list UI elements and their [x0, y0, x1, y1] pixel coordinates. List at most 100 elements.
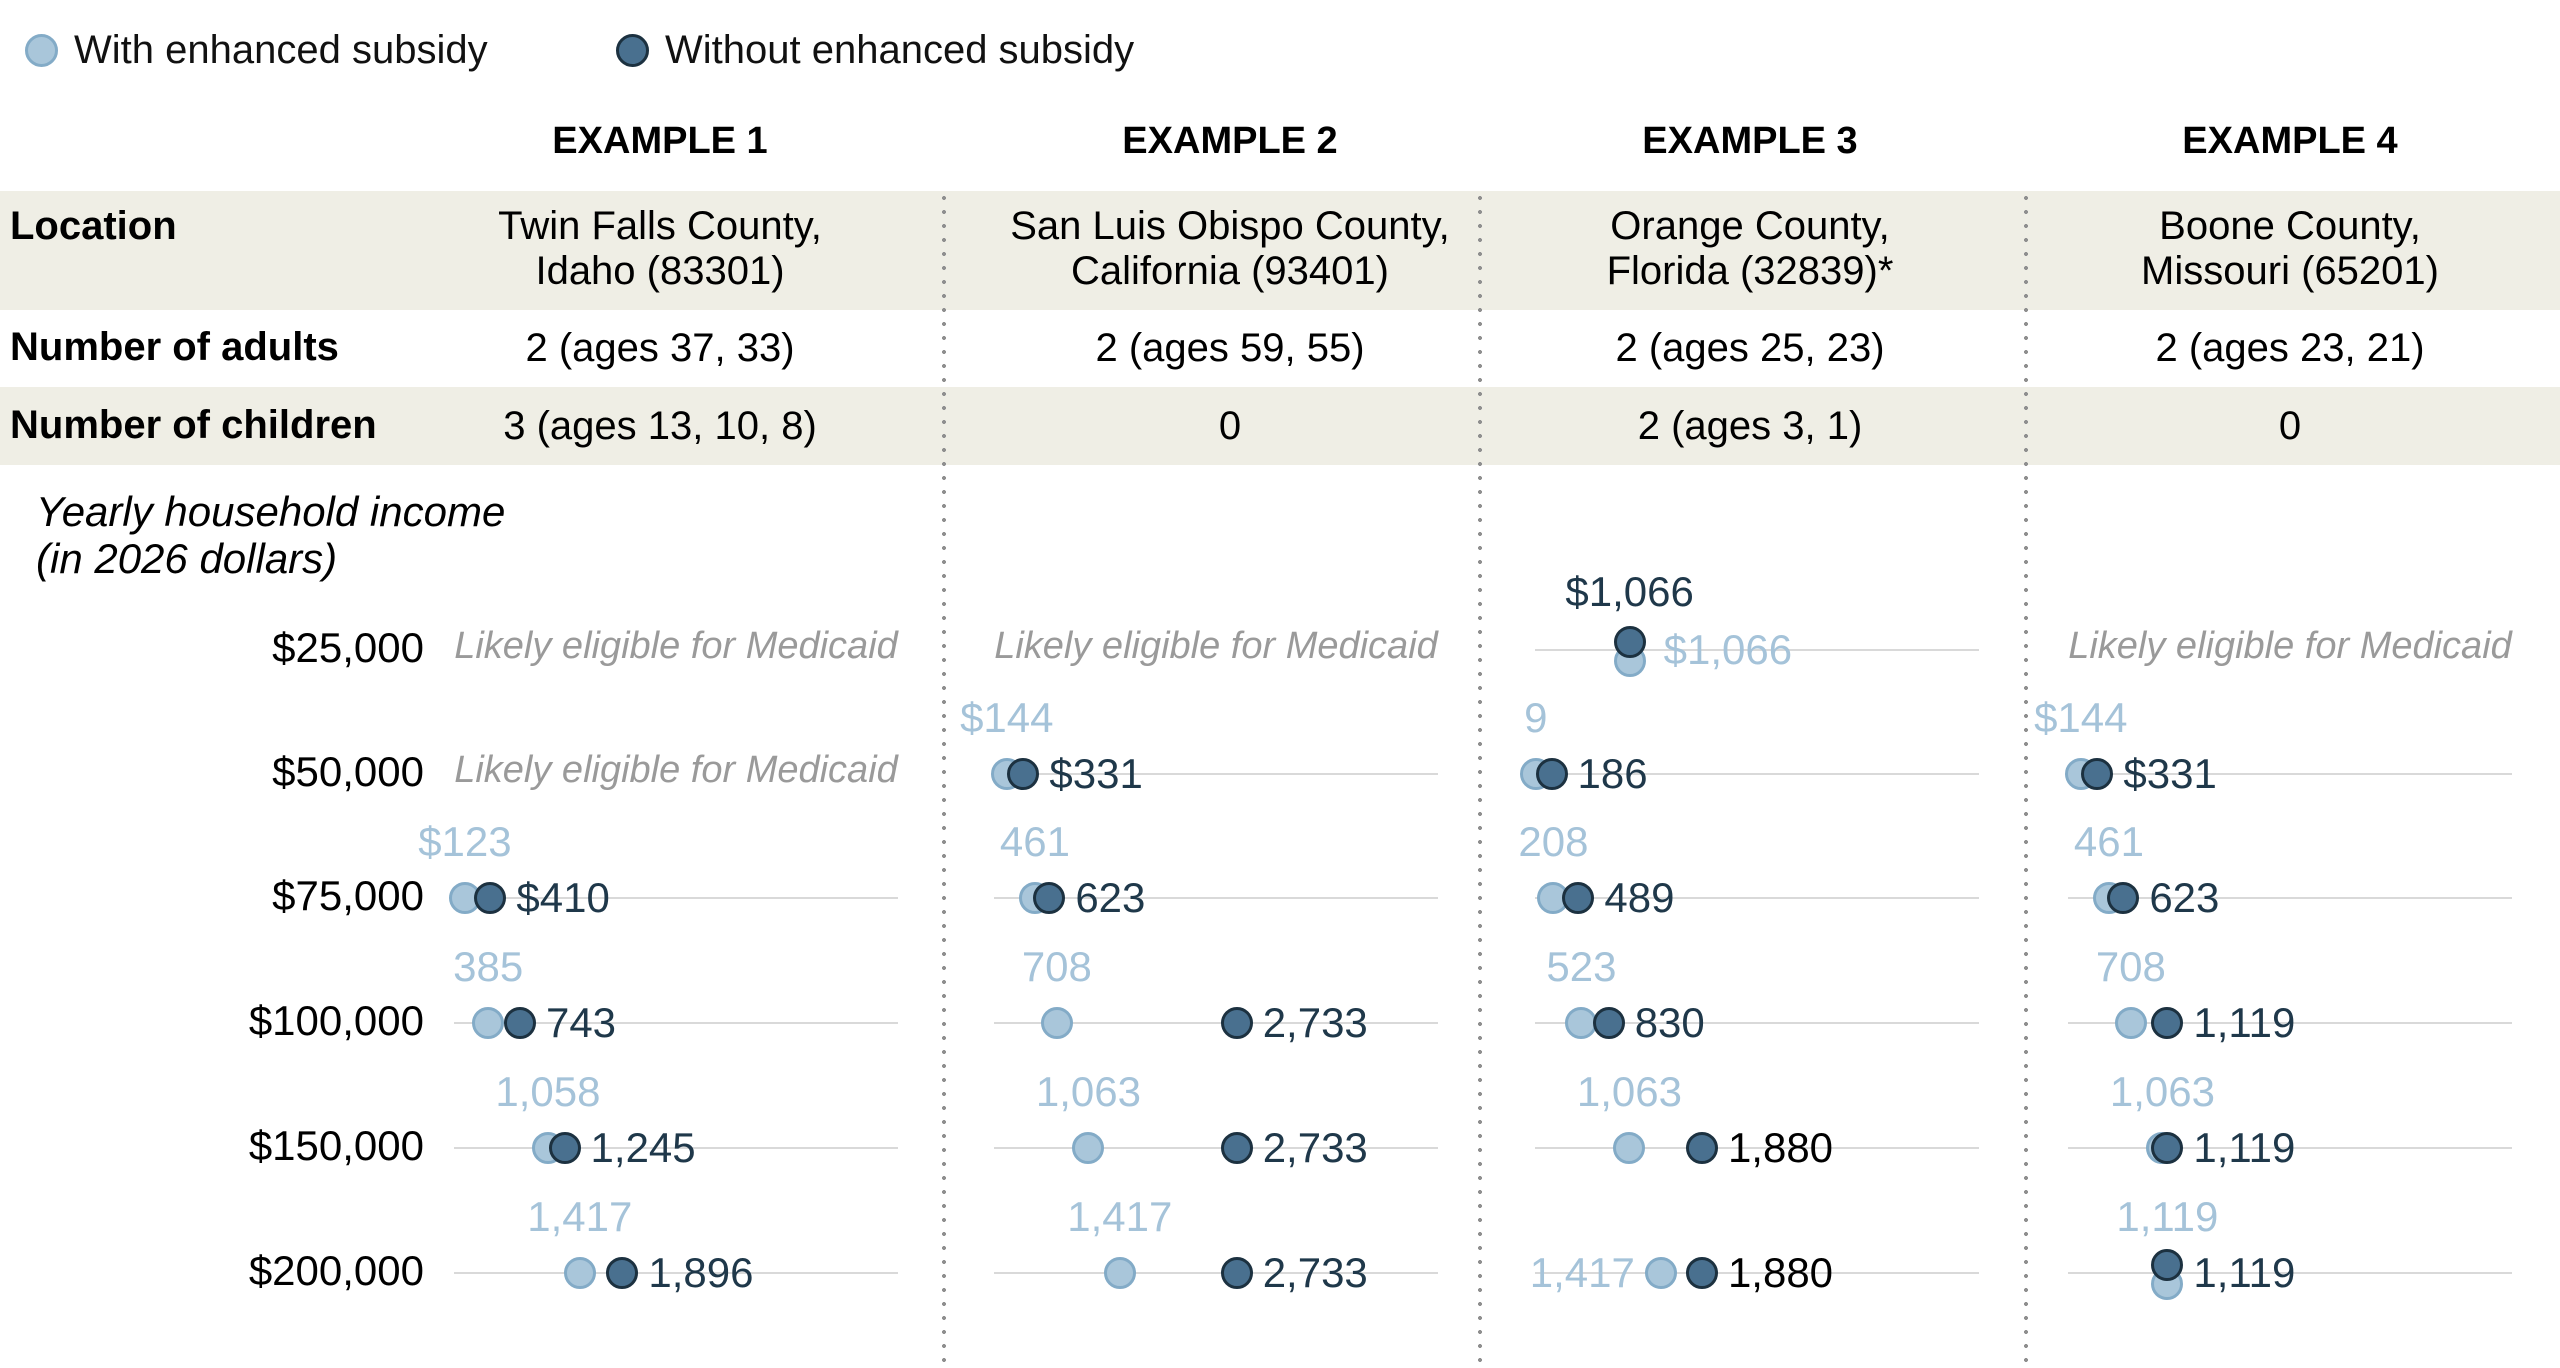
axis-line [454, 1272, 898, 1274]
axis-line [1535, 773, 1979, 775]
without-subsidy-value-label: 1,119 [2193, 1249, 2296, 1296]
with-subsidy-value-label: 461 [999, 818, 1070, 865]
without-subsidy-value-label: 1,245 [590, 1124, 696, 1171]
adults-value: 2 (ages 23, 21) [2155, 326, 2425, 370]
without-subsidy-value-label: 623 [2149, 874, 2220, 921]
location-line2: California (93401) [1071, 249, 1389, 293]
without-subsidy-dot [1685, 1257, 1718, 1289]
axis-line [1535, 649, 1979, 651]
with-subsidy-value-label: 1,417 [1067, 1193, 1173, 1240]
with-subsidy-dot [1103, 1257, 1136, 1289]
legend-item-without: Without enhanced subsidy [616, 28, 1134, 73]
with-subsidy-value-label: 1,417 [1529, 1249, 1635, 1296]
without-subsidy-dot [474, 882, 507, 914]
axis-line [2068, 1272, 2512, 1274]
with-subsidy-value-label: $144 [960, 694, 1054, 741]
without-subsidy-value-label: 186 [1577, 750, 1648, 797]
with-subsidy-dot [1613, 1132, 1646, 1164]
children-value: 2 (ages 3, 1) [1637, 404, 1863, 448]
without-subsidy-dot [1613, 626, 1646, 658]
without-subsidy-dot [548, 1132, 581, 1164]
with-subsidy-value-label: 1,119 [2116, 1193, 2219, 1240]
axis-line [994, 773, 1438, 775]
with-subsidy-value-label: 1,063 [2109, 1068, 2215, 1115]
axis-line [994, 1147, 1438, 1149]
with-subsidy-dot-icon [25, 34, 58, 67]
without-subsidy-value-label: 1,119 [2193, 1124, 2296, 1171]
location-value: Boone County, Missouri (65201) [2141, 204, 2439, 294]
with-subsidy-value-label: 708 [2095, 943, 2166, 990]
location-value: Orange County, Florida (32839)* [1607, 204, 1894, 294]
without-subsidy-value-label: 1,880 [1727, 1124, 1834, 1171]
without-subsidy-value-label: $331 [2123, 750, 2217, 797]
without-subsidy-dot [1220, 1007, 1253, 1039]
children-row-band [0, 387, 2560, 465]
axis-line [994, 897, 1438, 899]
without-subsidy-dot-icon [616, 34, 649, 67]
without-subsidy-dot [1220, 1257, 1253, 1289]
without-subsidy-value-label: 743 [545, 999, 617, 1046]
with-subsidy-dot [2114, 1007, 2147, 1039]
with-subsidy-dot [563, 1257, 596, 1289]
row-label-location: Location [10, 204, 177, 248]
income-tick-label: $25,000 [272, 624, 424, 671]
with-subsidy-dot [1040, 1007, 1073, 1039]
without-subsidy-value-label: 2,733 [1262, 999, 1368, 1046]
with-subsidy-value-label: 1,063 [1035, 1068, 1141, 1115]
example-2-header: EXAMPLE 2 [1122, 120, 1338, 162]
without-subsidy-dot [2107, 882, 2140, 914]
without-subsidy-dot [1220, 1132, 1253, 1164]
with-subsidy-dot [1565, 1007, 1598, 1039]
with-subsidy-value-label: 523 [1546, 943, 1617, 990]
location-value: San Luis Obispo County, California (9340… [1010, 204, 1450, 294]
legend-label: Without enhanced subsidy [665, 28, 1135, 72]
location-value: Twin Falls County, Idaho (83301) [498, 204, 822, 294]
axis-line [1535, 897, 1979, 899]
with-subsidy-value-label: 1,058 [495, 1068, 601, 1115]
medicaid-note: Likely eligible for Medicaid [454, 625, 898, 667]
location-line1: Orange County, [1610, 204, 1890, 248]
with-subsidy-dot [472, 1007, 505, 1039]
without-subsidy-value-label: 1,119 [2193, 999, 2296, 1046]
without-subsidy-dot [2151, 1007, 2184, 1039]
axis-line [1535, 1022, 1979, 1024]
income-tick-label: $100,000 [248, 997, 424, 1044]
example-4-header: EXAMPLE 4 [2182, 120, 2398, 162]
without-subsidy-dot [1685, 1132, 1718, 1164]
without-subsidy-value-label: 2,733 [1262, 1249, 1368, 1296]
without-subsidy-dot [1033, 882, 1066, 914]
income-axis-title: Yearly household income (in 2026 dollars… [36, 488, 505, 582]
medicaid-note: Likely eligible for Medicaid [2068, 625, 2512, 667]
without-subsidy-dot [2081, 758, 2114, 790]
legend-item-with: With enhanced subsidy [25, 28, 488, 73]
with-subsidy-value-label: 208 [1518, 818, 1589, 865]
children-value: 3 (ages 13, 10, 8) [503, 404, 817, 448]
children-value: 0 [2278, 404, 2302, 448]
medicaid-note: Likely eligible for Medicaid [994, 625, 1438, 667]
income-title-line2: (in 2026 dollars) [36, 535, 338, 582]
column-divider [1478, 191, 1482, 1368]
without-subsidy-dot [1562, 882, 1595, 914]
with-subsidy-value-label: $144 [2034, 694, 2128, 741]
with-subsidy-value-label: 1,417 [527, 1193, 633, 1240]
without-subsidy-dot [1592, 1007, 1625, 1039]
with-subsidy-value-label: $123 [418, 818, 512, 865]
adults-value: 2 (ages 59, 55) [1095, 326, 1365, 370]
axis-line [994, 1022, 1438, 1024]
row-label-children: Number of children [10, 403, 377, 447]
with-subsidy-dot [1644, 1257, 1677, 1289]
without-subsidy-dot [2151, 1132, 2184, 1164]
axis-line [2068, 773, 2512, 775]
axis-line [2068, 1022, 2512, 1024]
axis-line [2068, 1147, 2512, 1149]
adults-value: 2 (ages 37, 33) [525, 326, 795, 370]
without-subsidy-value-label: 1,896 [648, 1249, 754, 1296]
without-subsidy-dot [606, 1257, 639, 1289]
with-subsidy-value-label: $1,066 [1663, 626, 1793, 673]
without-subsidy-dot [1007, 758, 1040, 790]
axis-line [454, 1147, 898, 1149]
location-row-band [0, 191, 2560, 310]
with-subsidy-value-label: 385 [453, 943, 524, 990]
axis-line [454, 897, 898, 899]
